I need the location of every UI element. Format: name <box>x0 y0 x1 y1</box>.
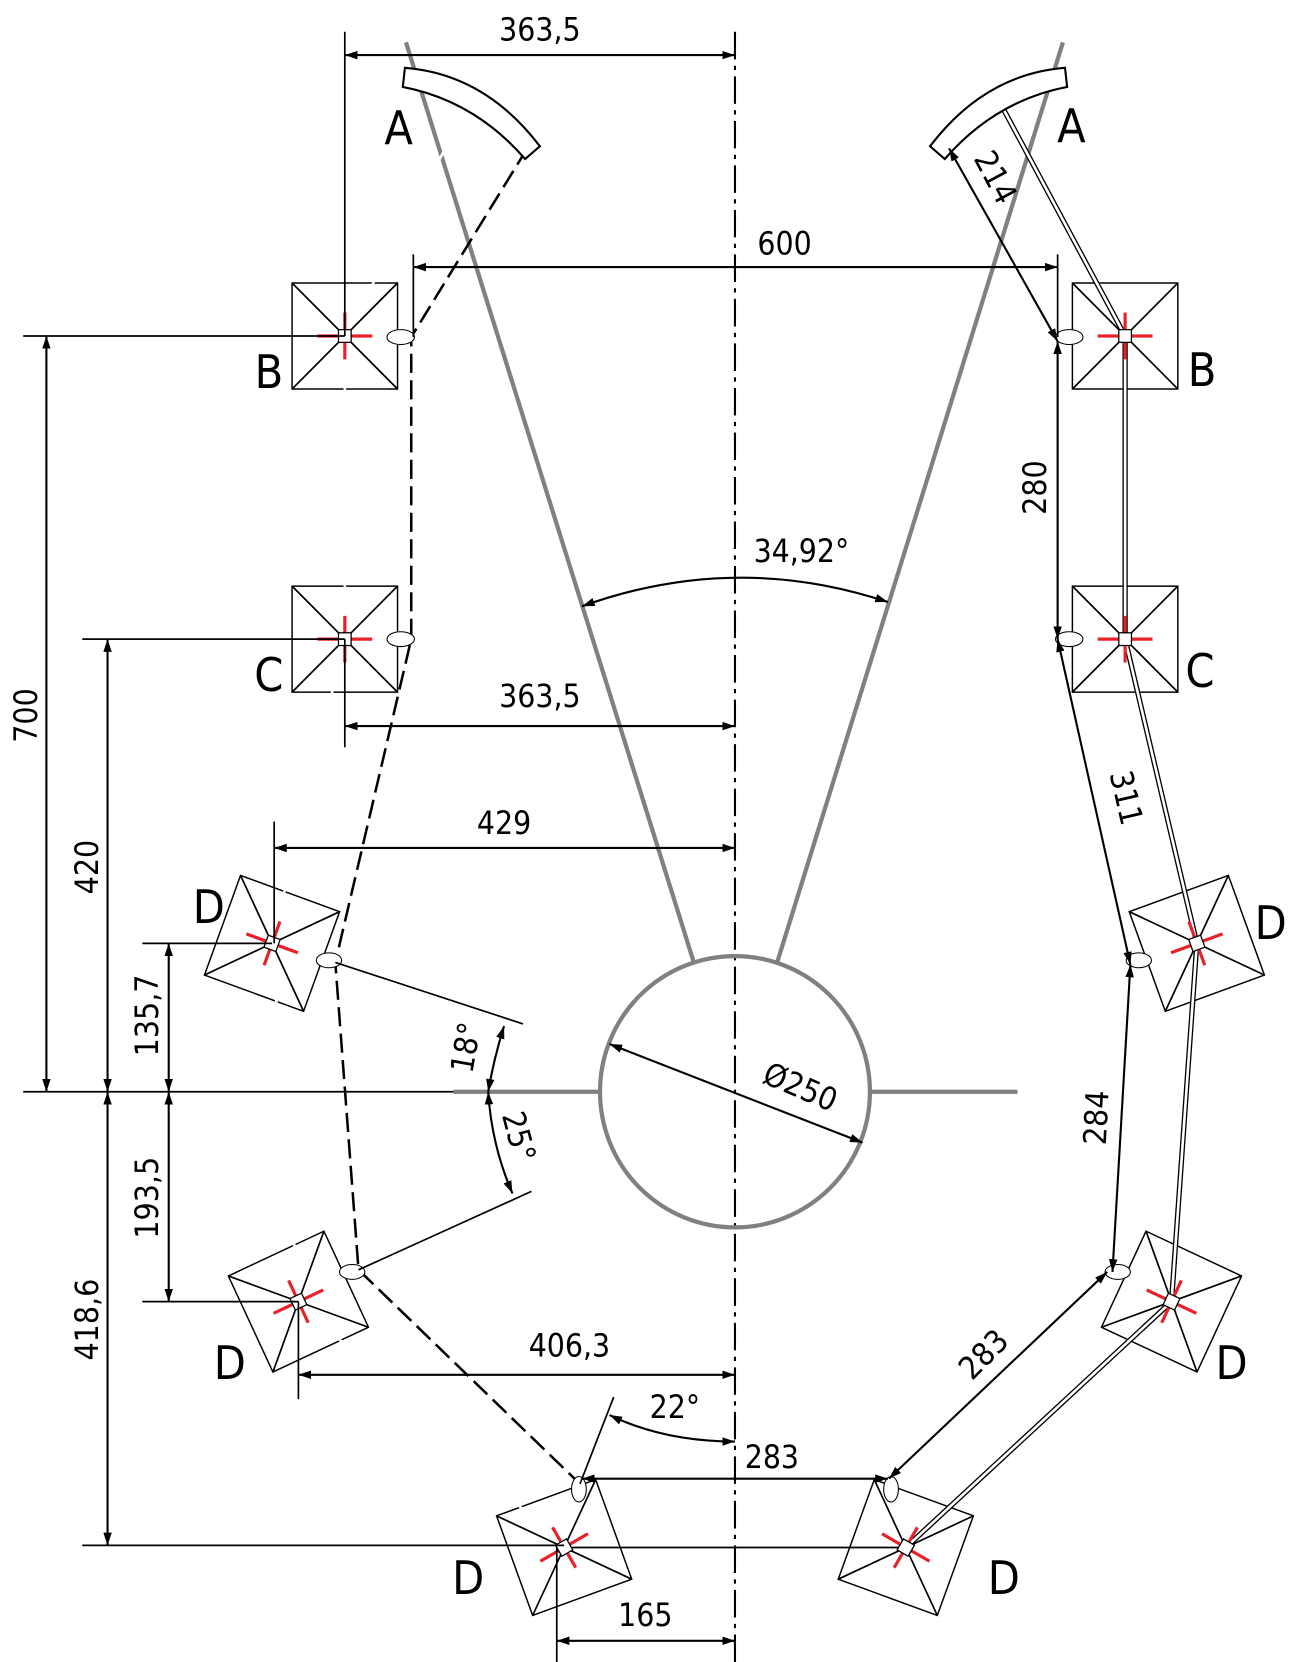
point-label: C <box>254 648 283 702</box>
point-label: A <box>384 101 413 155</box>
dimension-lines-part <box>488 1026 504 1092</box>
dimension-lines-part <box>889 1272 1107 1479</box>
dimension-text: 22° <box>650 1390 700 1426</box>
dimension-text: 284 <box>1078 1090 1117 1146</box>
drawing: A A B B C C D D D D D D 363,5 600 34,92°… <box>0 0 1297 1662</box>
dimension-text: 280 <box>1018 460 1054 515</box>
dimension-text: 600 <box>757 226 811 262</box>
dimension-text: 193,5 <box>130 1157 166 1239</box>
dimension-text: 420 <box>70 840 106 895</box>
dimension-text: 363,5 <box>499 679 580 715</box>
extension-lines-part <box>359 1191 532 1269</box>
point-label: D <box>1216 1336 1248 1390</box>
point-label: B <box>1188 343 1217 397</box>
point-label: A <box>1057 99 1086 153</box>
structure-part <box>316 953 341 968</box>
dimension-lines <box>46 55 1130 1641</box>
extension-lines-part <box>580 1397 614 1484</box>
dimension-text: 429 <box>477 806 531 842</box>
dimension-text: 363,5 <box>499 12 580 48</box>
structure-part <box>1105 1265 1130 1280</box>
dimension-text: 34,92° <box>754 534 850 570</box>
point-label: D <box>214 1336 246 1390</box>
point-label: C <box>1185 644 1214 698</box>
structure-part <box>1056 330 1083 345</box>
structure-part <box>572 1477 587 1502</box>
point-label: D <box>1255 896 1287 950</box>
dimension-text: 283 <box>952 1323 1016 1387</box>
dimension-text: 25° <box>494 1108 542 1166</box>
gray-geometry-part <box>406 42 694 962</box>
structure-part <box>387 632 414 647</box>
structure-part <box>403 68 540 159</box>
point-label: D <box>452 1551 484 1605</box>
point-label: D <box>988 1551 1020 1605</box>
dimension-text: 18° <box>445 1020 489 1076</box>
dimension-text: Ø250 <box>758 1056 843 1119</box>
structure-part <box>884 1477 899 1502</box>
page: A A B B C C D D D D D D 363,5 600 34,92°… <box>0 0 1297 1662</box>
dimension-text: 700 <box>9 688 45 743</box>
dimension-texts: 363,5 600 34,92° 363,5 429 700 420 135,7… <box>9 12 1149 1634</box>
structure-part <box>340 1265 365 1280</box>
dimension-text: 135,7 <box>130 975 166 1057</box>
dimension-text: 418,6 <box>70 1279 106 1361</box>
dimension-text: 283 <box>745 1440 799 1476</box>
point-label: D <box>193 880 225 934</box>
dimension-text: 311 <box>1102 767 1149 828</box>
structure-part <box>387 330 414 345</box>
point-label: B <box>255 345 284 399</box>
dimension-text: 406,3 <box>529 1329 610 1365</box>
extension-lines-part <box>335 962 523 1023</box>
dimension-text: 165 <box>618 1598 672 1634</box>
